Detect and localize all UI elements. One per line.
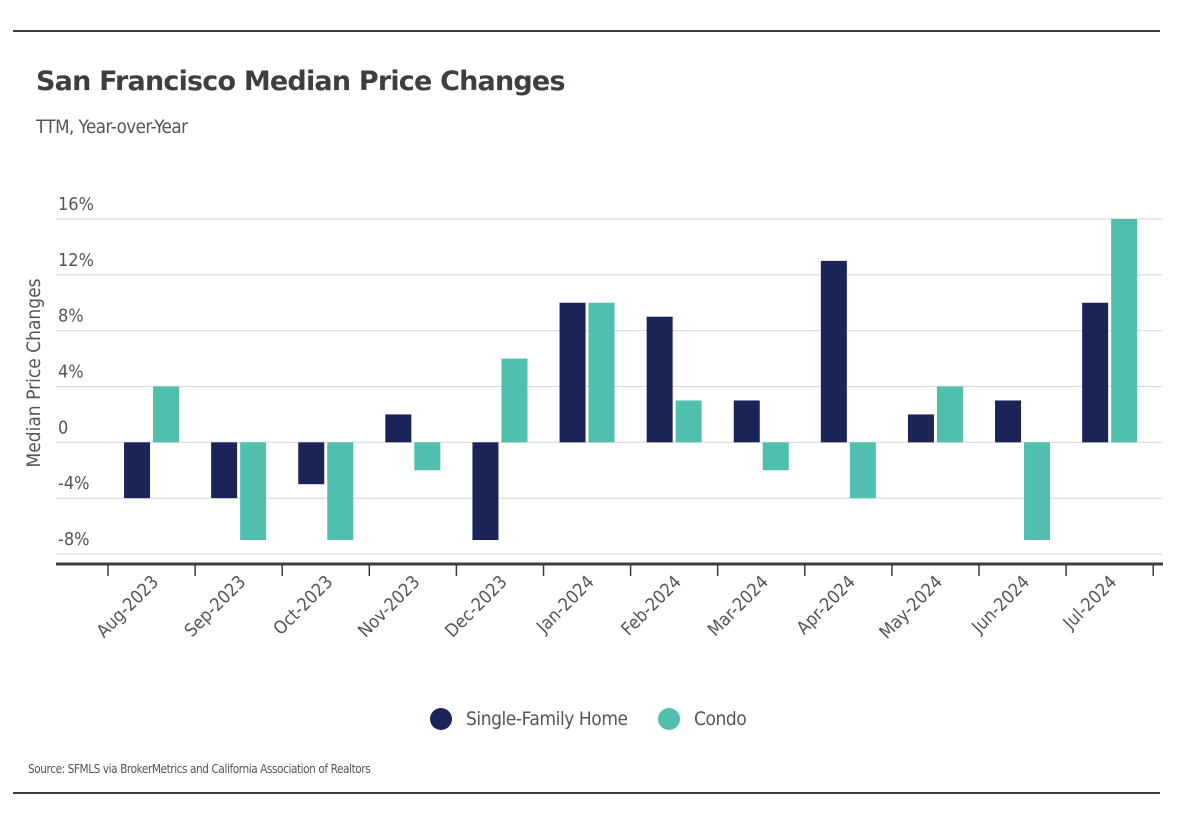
bar-single-family-home[interactable] (559, 302, 586, 443)
x-tick-label: Sep-2023 (181, 572, 251, 642)
legend-marker-single-family-home (430, 708, 453, 730)
x-tick-label: Mar-2024 (704, 572, 773, 641)
source-note: Source: SFMLS via BrokerMetrics and Cali… (28, 762, 371, 776)
bar-single-family-home[interactable] (733, 400, 760, 443)
legend-item-single-family-home[interactable]: Single-Family Home (430, 708, 646, 730)
x-tick-label: Dec-2023 (441, 572, 511, 642)
bar-condo[interactable] (327, 442, 354, 541)
bar-condo[interactable] (675, 400, 702, 443)
bar-condo[interactable] (936, 386, 963, 443)
bar-chart: 16% 12% 8% 4% 0 -4% -8% Median Price Changes A… (23, 194, 1163, 644)
y-tick-label: 8% (58, 306, 84, 327)
legend-marker-condo (657, 708, 680, 730)
bar-single-family-home[interactable] (1082, 302, 1109, 443)
bars (124, 219, 1138, 541)
chart-title: San Francisco Median Price Changes (36, 66, 566, 97)
bar-single-family-home[interactable] (907, 414, 934, 443)
x-tick-label: Jul-2024 (1059, 572, 1122, 635)
bar-single-family-home[interactable] (472, 442, 499, 541)
x-tick-label: Jan-2024 (532, 572, 598, 638)
y-tick-label: 12% (58, 250, 94, 271)
top-rule (13, 30, 1160, 32)
y-tick-label: 0 (58, 418, 68, 439)
bar-condo[interactable] (762, 442, 789, 471)
chart-subtitle: TTM, Year-over-Year (36, 116, 188, 138)
bar-single-family-home[interactable] (646, 316, 673, 443)
legend-label: Single-Family Home (466, 708, 628, 730)
bar-condo[interactable] (588, 302, 615, 443)
bar-single-family-home[interactable] (820, 260, 847, 443)
y-tick-label: 16% (58, 194, 94, 215)
bar-single-family-home[interactable] (124, 442, 151, 499)
y-axis-ticks: 16% 12% 8% 4% 0 -4% -8% (58, 194, 94, 550)
legend-item-condo[interactable]: Condo (657, 708, 752, 730)
legend: Single-Family Home Condo (0, 708, 1182, 730)
y-tick-label: 4% (58, 362, 84, 383)
x-tick-label: May-2024 (876, 572, 948, 644)
legend-label: Condo (693, 708, 747, 730)
bar-single-family-home[interactable] (298, 442, 325, 485)
y-axis-label: Median Price Changes (23, 278, 45, 467)
x-axis-ticks: Aug-2023 Sep-2023 Oct-2023 Nov-2023 Dec-2023… (93, 564, 1154, 644)
bar-condo[interactable] (153, 386, 180, 443)
bar-single-family-home[interactable] (385, 414, 412, 443)
bottom-rule (13, 792, 1160, 794)
bar-condo[interactable] (240, 442, 267, 541)
bar-condo[interactable] (1024, 442, 1051, 541)
bar-condo[interactable] (1111, 219, 1138, 443)
y-tick-label: -4% (58, 473, 90, 494)
y-tick-label: -8% (58, 529, 90, 550)
bar-single-family-home[interactable] (995, 400, 1022, 443)
x-tick-label: Nov-2023 (354, 572, 424, 642)
x-tick-label: Feb-2024 (617, 572, 685, 640)
bar-single-family-home[interactable] (211, 442, 238, 499)
x-tick-label: Oct-2023 (270, 572, 338, 640)
x-tick-label: Aug-2023 (93, 572, 163, 642)
bar-condo[interactable] (501, 358, 528, 443)
x-tick-label: Jun-2024 (968, 572, 1035, 639)
bar-condo[interactable] (414, 442, 441, 471)
x-tick-label: Apr-2024 (793, 572, 860, 639)
bar-condo[interactable] (849, 442, 876, 499)
